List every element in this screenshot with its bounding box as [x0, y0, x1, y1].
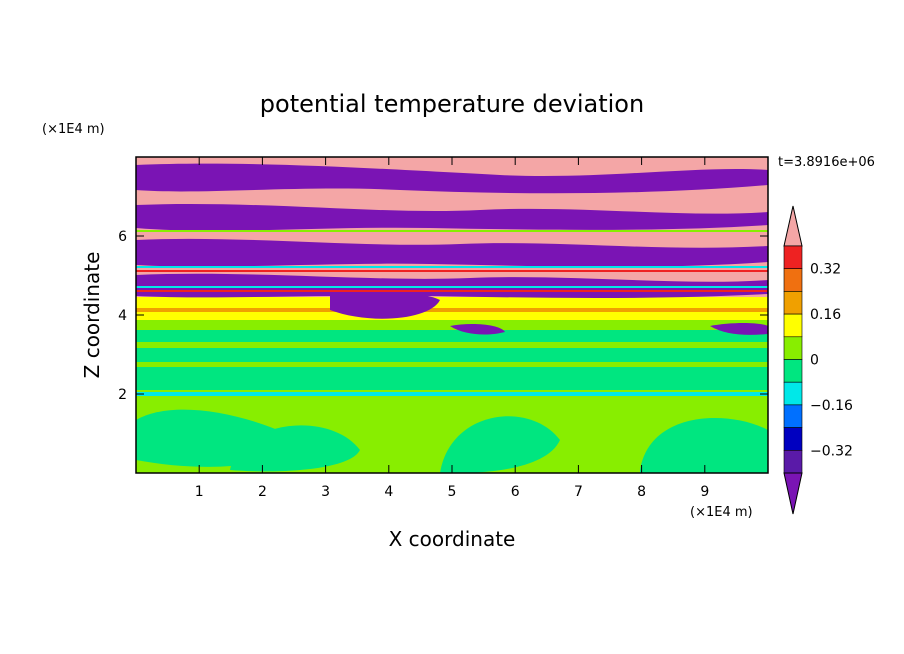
y-axis-label: Z coordinate	[80, 252, 104, 379]
field-lower-band	[136, 330, 768, 390]
field-purple-blob	[330, 291, 440, 319]
x-tick-label: 9	[700, 484, 709, 500]
field-green-streak	[136, 230, 768, 232]
field-cyan-streak-1	[136, 266, 768, 268]
field-purple-3	[136, 238, 768, 267]
x-tick-label: 2	[258, 484, 267, 500]
x-axis-label: X coordinate	[389, 527, 516, 551]
colorbar-swatch	[783, 449, 803, 474]
field-purple-2	[136, 203, 768, 231]
field-purple-1	[136, 163, 768, 194]
colorbar-swatch	[783, 336, 803, 360]
field-blob-mid	[450, 324, 505, 335]
x-tick-label: 3	[321, 484, 330, 500]
colorbar-label: 0.32	[810, 262, 841, 278]
x-axis: 1 2 3 4 5 6 7 8 9	[195, 157, 709, 500]
contour-field	[136, 157, 768, 473]
field-blob-right	[710, 323, 768, 335]
time-label: t=3.8916e+06	[778, 155, 875, 170]
colorbar-swatch	[783, 381, 803, 406]
y-unit-label: (×1E4 m)	[42, 122, 105, 137]
colorbar-swatch	[783, 359, 803, 383]
y-tick-label: 2	[118, 387, 127, 403]
colorbar-swatch	[783, 245, 803, 270]
x-tick-label: 7	[574, 484, 583, 500]
field-red-streak-1	[136, 270, 768, 272]
colorbar-swatch	[783, 404, 803, 428]
x-tick-label: 4	[384, 484, 393, 500]
field-band-3	[136, 392, 768, 396]
y-tick-label: 4	[118, 308, 127, 324]
x-tick-label: 6	[511, 484, 520, 500]
colorbar-swatch	[783, 313, 803, 338]
field-red-streak-2	[136, 290, 768, 292]
colorbar-label: −0.16	[810, 398, 853, 414]
x-tick-label: 8	[637, 484, 646, 500]
field-eddy-5	[380, 409, 430, 437]
field-eddy-3	[440, 416, 560, 473]
colorbar-label: −0.32	[810, 443, 853, 459]
x-tick-label: 1	[195, 484, 204, 500]
x-tick-label: 5	[448, 484, 457, 500]
field-eddy-4	[640, 418, 768, 473]
field-orange-line	[136, 308, 768, 312]
field-eddy-2	[230, 425, 360, 472]
colorbar-swatch	[783, 291, 803, 315]
colorbar-label: 0.16	[810, 307, 841, 323]
colorbar-label: 0	[810, 353, 819, 369]
y-tick-label: 6	[118, 229, 127, 245]
colorbar-bottom-arrow	[783, 472, 803, 515]
chart-title: potential temperature deviation	[260, 90, 644, 118]
colorbar-top-arrow	[783, 205, 803, 247]
colorbar-swatch	[783, 427, 803, 451]
field-band-2	[136, 362, 768, 367]
y-axis: 2 4 6	[118, 229, 768, 403]
colorbar-swatch	[783, 268, 803, 292]
field-cyan-streak-2	[136, 286, 768, 288]
colorbar: 0.32 0.16 0 −0.16 −0.32	[783, 205, 853, 515]
x-unit-label: (×1E4 m)	[690, 505, 753, 520]
field-band-1	[136, 342, 768, 348]
